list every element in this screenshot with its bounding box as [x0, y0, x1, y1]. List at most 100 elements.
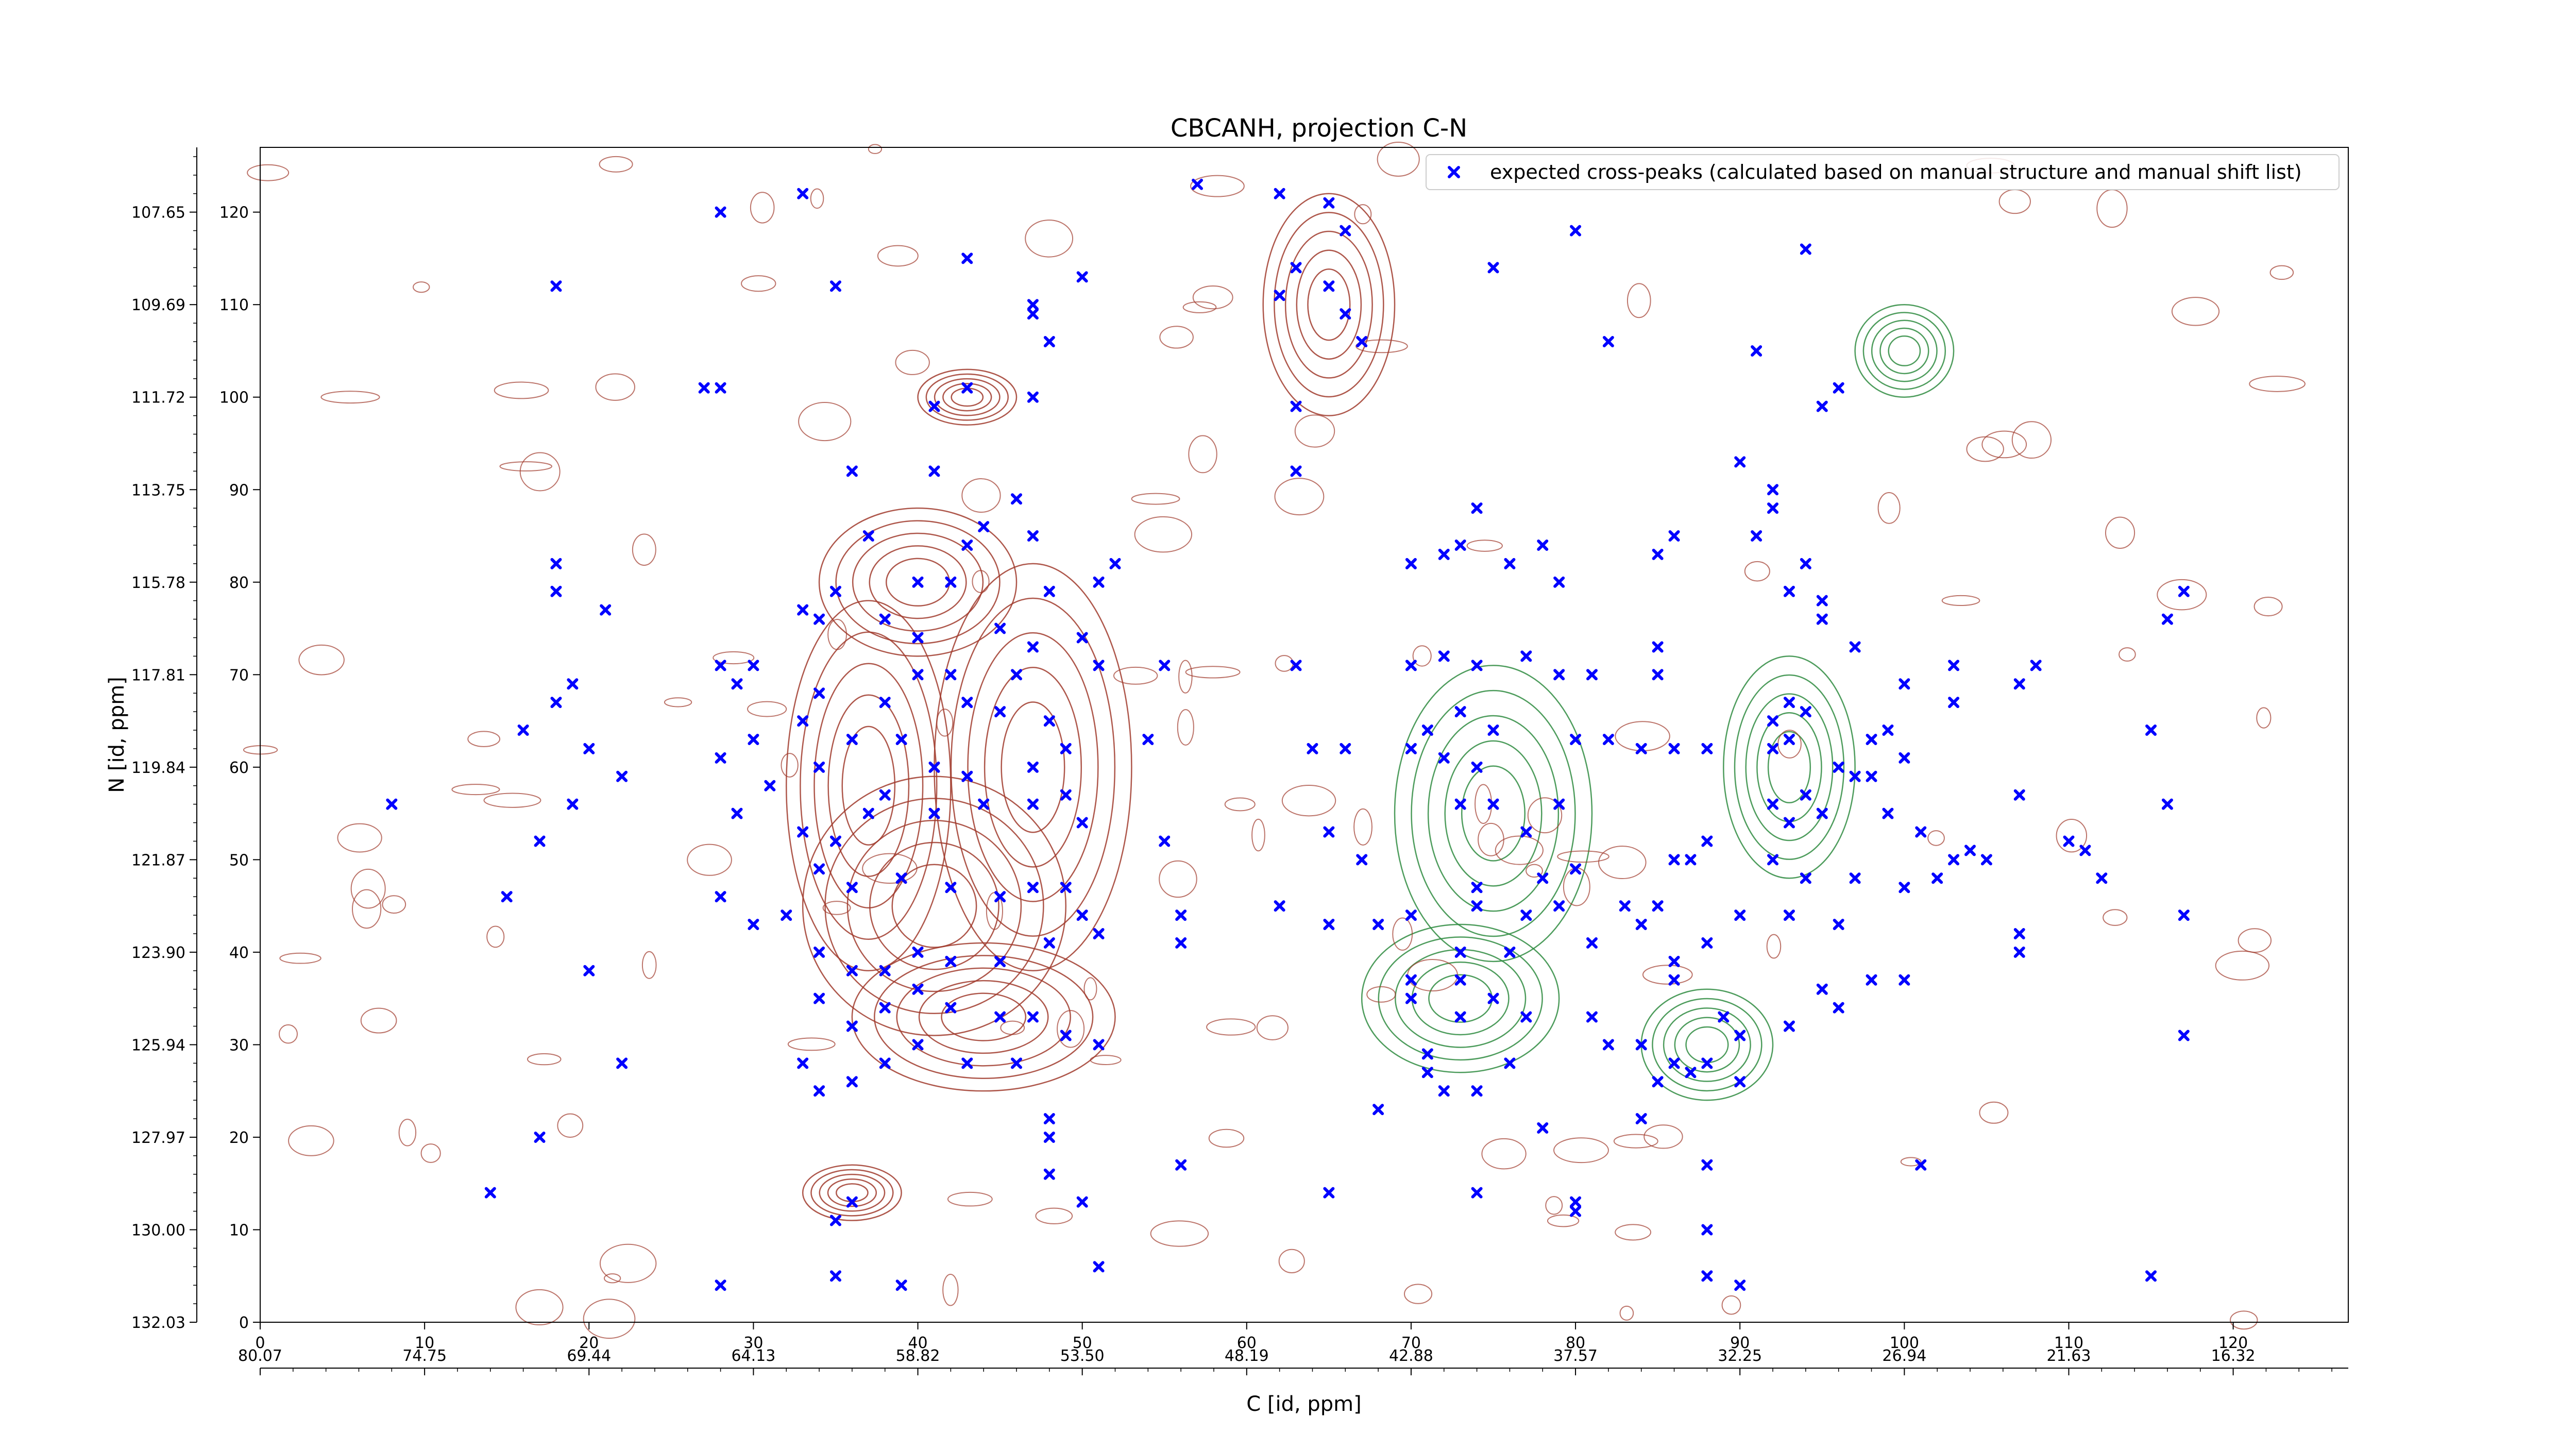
x-axis-ppm: 80.07 74.75 69.44 64.13 58.82 53.50 48.19 42.88… [238, 1347, 2348, 1375]
contour-line [841, 726, 896, 846]
peak-marker [1783, 585, 1795, 597]
contour-line [800, 631, 938, 940]
noise-contour [641, 951, 657, 979]
x-tick-label: 110 [2054, 1334, 2083, 1352]
noise-contour [1941, 595, 1980, 606]
contour-region [917, 368, 1018, 426]
peak-marker [1767, 484, 1779, 496]
peak-marker [1405, 974, 1417, 986]
noise-contour [942, 1274, 959, 1306]
peak-marker [1668, 955, 1680, 967]
peak-marker [1438, 650, 1450, 662]
contour-line [1871, 319, 1938, 382]
peak-marker [1899, 882, 1910, 894]
contour-line [891, 864, 977, 948]
peak-marker [534, 1131, 546, 1143]
x-tick-label: 30 [743, 1334, 763, 1352]
peak-marker [517, 724, 529, 736]
noise-contour [1178, 660, 1193, 694]
peak-marker [1421, 1048, 1433, 1060]
x-axis-index: 0 10 20 30 40 50 60 70 80 90 100 110 120 [255, 1322, 2248, 1352]
noise-contour [599, 156, 633, 173]
peak-marker [797, 826, 809, 838]
noise-contour [1182, 301, 1217, 313]
noise-contour [2103, 909, 2128, 926]
legend-box [1426, 154, 2340, 190]
noise-contour [1557, 850, 1609, 863]
peak-marker [1274, 188, 1285, 199]
peak-marker [1668, 743, 1680, 754]
noise-contour [1177, 709, 1194, 746]
peak-marker [994, 622, 1006, 634]
contour-line [1745, 693, 1834, 841]
peak-marker [862, 807, 874, 819]
peak-marker [2030, 660, 2042, 671]
noise-contour [1466, 540, 1503, 552]
noise-contour [1615, 1224, 1652, 1241]
peak-marker [1783, 733, 1795, 745]
peak-marker [748, 733, 759, 745]
peak-marker [1537, 1122, 1549, 1134]
peak-marker [994, 891, 1006, 903]
peak-marker [1570, 1205, 1582, 1217]
noise-contour [2157, 579, 2207, 611]
contour-region [785, 600, 952, 972]
peak-marker [1586, 937, 1598, 949]
peak-marker [1471, 882, 1483, 894]
noise-contour [1981, 430, 2027, 459]
peak-marker [1274, 900, 1285, 912]
peak-marker [814, 863, 825, 875]
peak-marker [501, 891, 513, 903]
peak-marker [895, 733, 907, 745]
noise-contour [1643, 1124, 1683, 1149]
noise-contour [1412, 645, 1432, 667]
peak-marker [1340, 225, 1351, 237]
peak-marker [484, 1187, 496, 1199]
peak-marker [912, 632, 924, 644]
y-tick-label: 30 [229, 1036, 249, 1054]
peak-marker [846, 1076, 858, 1088]
peak-marker [1767, 502, 1779, 514]
peak-marker [1043, 937, 1055, 949]
peak-marker [1767, 715, 1779, 727]
y-tick-label: 110 [219, 296, 249, 314]
noise-contour [1208, 1128, 1245, 1148]
y-tick-label: 90 [229, 481, 249, 499]
peak-marker [1816, 807, 1828, 819]
peak-marker [1767, 743, 1779, 754]
contour-line [818, 507, 1018, 657]
peak-marker [846, 882, 858, 894]
peak-marker [879, 789, 891, 801]
peak-marker [600, 604, 612, 616]
peak-marker [1816, 400, 1828, 412]
peak-marker [1685, 1067, 1697, 1079]
peak-marker [1586, 669, 1598, 681]
y-ppm-tick-label: 130.00 [131, 1221, 185, 1239]
contour-line [1734, 674, 1845, 860]
contour-line [1284, 230, 1373, 379]
noise-contour [810, 188, 824, 209]
peak-marker [961, 539, 973, 551]
noise-contour [1642, 965, 1693, 985]
contour-region [1361, 923, 1560, 1073]
noise-contour [1527, 797, 1563, 834]
noise-contour [1495, 835, 1544, 865]
noise-contour [972, 570, 990, 593]
peak-marker [1405, 909, 1417, 921]
noise-contour [1877, 492, 1901, 524]
peak-marker [1405, 992, 1417, 1004]
peak-marker [534, 835, 546, 847]
noise-contour [337, 823, 382, 853]
noise-contour [1481, 1138, 1527, 1170]
peak-marker [879, 1002, 891, 1014]
peak-marker [583, 965, 595, 976]
noise-contour [382, 895, 406, 914]
y-tick-label: 0 [239, 1314, 249, 1332]
peak-marker [1323, 826, 1335, 838]
contour-region [1262, 193, 1396, 416]
peak-marker [1454, 539, 1466, 551]
noise-contour [1113, 666, 1158, 685]
contour-line [967, 632, 1099, 902]
noise-contour [527, 1053, 562, 1066]
peak-marker [1487, 724, 1499, 736]
